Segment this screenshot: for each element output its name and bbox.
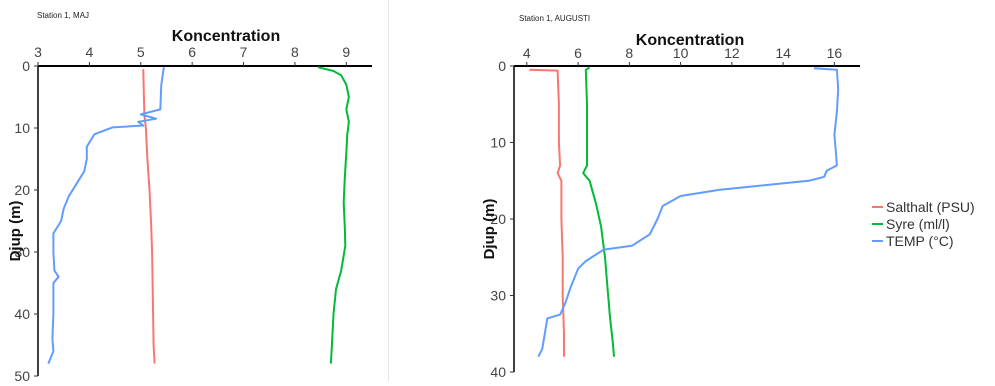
legend-swatch-syre <box>872 222 883 225</box>
x-tick-label: 16 <box>827 45 843 61</box>
legend-label: TEMP (°C) <box>886 232 954 249</box>
x-tick-label: 4 <box>523 45 531 61</box>
legend-label: Syre (ml/l) <box>886 215 950 232</box>
x-tick-label: 12 <box>724 45 740 61</box>
y-tick-label: 0 <box>498 58 506 74</box>
x-tick-label: 5 <box>137 44 145 60</box>
y-tick-label: 20 <box>490 211 506 227</box>
series-line-temp <box>47 67 165 364</box>
panel-divider <box>388 0 389 381</box>
x-tick-label: 6 <box>188 44 196 60</box>
x-tick-label: 10 <box>673 45 689 61</box>
legend-swatch-salthalt <box>872 205 883 208</box>
legend-item-salthalt: Salthalt (PSU) <box>872 198 995 215</box>
legend-item-temp: TEMP (°C) <box>872 232 995 249</box>
y-tick-label: 40 <box>14 306 30 322</box>
legend-label: Salthalt (PSU) <box>886 198 975 215</box>
legend-swatch-temp <box>872 239 883 242</box>
legend: Salthalt (PSU) Syre (ml/l) TEMP (°C) <box>872 198 995 249</box>
legend-item-syre: Syre (ml/l) <box>872 215 995 232</box>
x-axis-label: Koncentration <box>172 28 280 45</box>
x-tick-label: 4 <box>85 44 93 60</box>
series-line-syre <box>317 66 350 364</box>
y-tick-label: 10 <box>14 120 30 136</box>
x-tick-label: 3 <box>34 44 42 60</box>
y-axis-label: Djup (m) <box>481 199 498 260</box>
series-line-temp <box>537 67 840 358</box>
x-tick-label: 8 <box>625 45 633 61</box>
y-tick-label: 40 <box>490 364 506 380</box>
chart-title: Station 1, MAJ <box>37 11 89 20</box>
y-axis-label: Djup (m) <box>7 201 24 262</box>
y-tick-label: 50 <box>14 368 30 381</box>
y-tick-label: 20 <box>14 182 30 198</box>
x-tick-label: 14 <box>775 45 791 61</box>
y-tick-label: 30 <box>490 288 506 304</box>
x-tick-label: 6 <box>574 45 582 61</box>
y-tick-label: 0 <box>22 58 30 74</box>
x-axis-label: Koncentration <box>636 32 744 49</box>
series-line-syre <box>582 66 615 357</box>
x-tick-label: 9 <box>342 44 350 60</box>
y-tick-label: 30 <box>14 244 30 260</box>
y-tick-label: 10 <box>490 135 506 151</box>
x-tick-label: 7 <box>240 44 248 60</box>
x-tick-label: 8 <box>291 44 299 60</box>
chart-title: Station 1, AUGUSTI <box>519 14 590 23</box>
series-line-salthalt <box>529 68 565 357</box>
